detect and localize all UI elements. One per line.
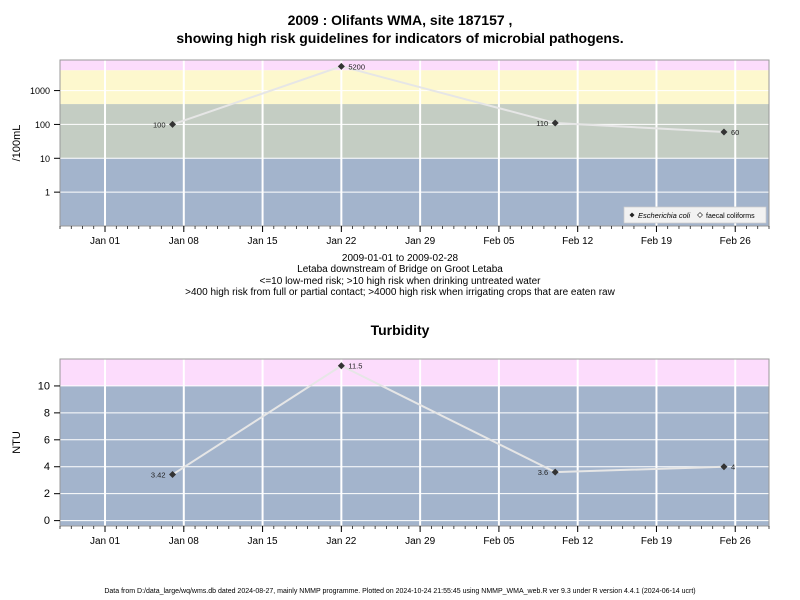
x-tick-label: Feb 12 (562, 536, 594, 547)
x-tick-label: Feb 19 (641, 236, 673, 247)
data-point (337, 362, 345, 370)
x-tick-label: Jan 15 (248, 536, 278, 547)
y-tick-label: 1000 (30, 86, 50, 96)
risk-band-1 (60, 104, 769, 159)
plot-frame (59, 59, 770, 227)
site-caption: Letaba downstream of Bridge on Groot Let… (297, 264, 503, 275)
risk-band-3 (60, 60, 769, 71)
data-point (551, 468, 559, 476)
risk-band-2 (60, 70, 769, 105)
legend-marker-ecoli (629, 212, 635, 218)
x-tick-label: Jan 08 (169, 536, 199, 547)
footer-note: Data from D:/data_large/wq/wms.db dated … (104, 588, 696, 595)
y-axis-label: NTU (11, 431, 23, 454)
data-point (337, 62, 345, 70)
data-point (551, 119, 559, 127)
x-tick-label: Feb 19 (641, 536, 673, 547)
y-tick-label: 1 (45, 188, 50, 198)
data-label: 100 (153, 120, 166, 129)
y-tick-label: 10 (40, 154, 50, 164)
data-label: 60 (731, 128, 739, 137)
data-label: 3.6 (538, 468, 548, 477)
y-tick-label: 0 (44, 515, 50, 527)
data-point (720, 463, 728, 471)
x-tick-label: Feb 26 (720, 236, 752, 247)
legend-label-faecal-coliforms: faecal coliforms (706, 213, 755, 220)
data-label: 110 (536, 119, 548, 128)
x-tick-label: Jan 08 (169, 236, 199, 247)
chart-title-line-2: showing high risk guidelines for indicat… (176, 30, 624, 46)
data-label: 11.5 (348, 362, 362, 371)
data-point (169, 120, 177, 128)
y-tick-label: 6 (44, 434, 50, 446)
legend-marker-faecal-coliforms (697, 212, 703, 218)
chart-title-line-1: 2009 : Olifants WMA, site 187157 , (287, 12, 513, 28)
x-tick-label: Jan 22 (326, 236, 356, 247)
legend-label-ecoli: Escherichia coli (638, 211, 690, 220)
y-tick-label: 10 (38, 380, 50, 392)
x-tick-label: Feb 05 (483, 536, 515, 547)
x-tick-label: Jan 01 (90, 536, 120, 547)
x-tick-label: Feb 26 (720, 536, 752, 547)
series-line (171, 364, 725, 476)
x-tick-label: Jan 29 (405, 236, 435, 247)
y-tick-label: 4 (44, 461, 50, 473)
turbidity-title: Turbidity (370, 322, 430, 338)
y-axis-label: /100mL (11, 125, 23, 162)
plot-frame (59, 358, 770, 527)
y-tick-label: 2 (44, 488, 50, 500)
x-tick-label: Feb 05 (483, 236, 515, 247)
x-tick-label: Jan 15 (248, 236, 278, 247)
drinking-risk-caption: <=10 low-med risk; >10 high risk when dr… (259, 276, 541, 287)
legend-box (623, 206, 767, 224)
x-tick-label: Jan 29 (405, 536, 435, 547)
x-tick-label: Jan 22 (326, 536, 356, 547)
y-tick-label: 8 (44, 407, 50, 419)
risk-band-0 (60, 385, 769, 526)
contact-risk-caption: >400 high risk from full or partial cont… (185, 287, 615, 298)
data-label: 5200 (348, 62, 365, 71)
risk-band-1 (60, 359, 769, 386)
date-range-caption: 2009-01-01 to 2009-02-28 (341, 253, 459, 264)
data-point (169, 471, 177, 479)
data-point (720, 128, 728, 136)
x-tick-label: Feb 12 (562, 236, 594, 247)
data-label: 4 (731, 463, 735, 472)
series-line (172, 65, 725, 133)
y-tick-label: 100 (35, 120, 50, 130)
x-tick-label: Jan 01 (90, 236, 120, 247)
data-label: 3.42 (151, 471, 166, 480)
